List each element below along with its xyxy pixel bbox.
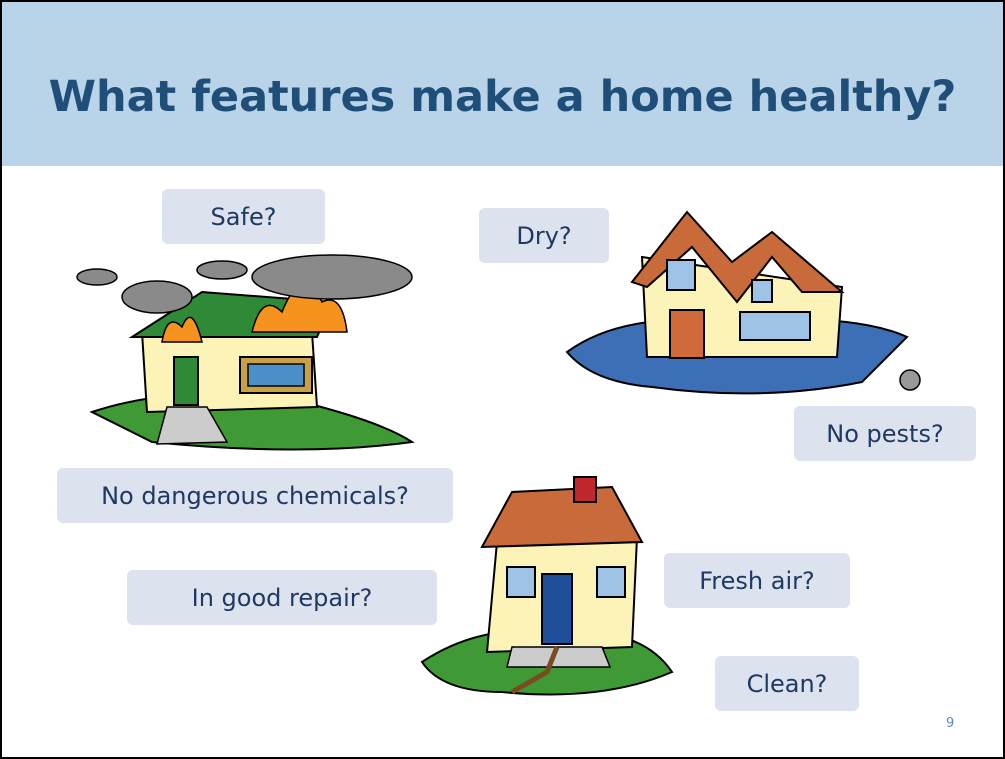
label-box: Dry? — [479, 208, 609, 263]
label-box: Safe? — [162, 189, 325, 244]
burning-house — [77, 255, 412, 450]
label-box: No pests? — [794, 406, 976, 461]
label-box: Clean? — [715, 656, 859, 711]
label-box: Fresh air? — [664, 553, 850, 608]
illustrations — [2, 2, 1003, 757]
label-box: In good repair? — [127, 570, 437, 625]
slide: What features make a home healthy? — [0, 0, 1005, 759]
page-number: 9 — [946, 716, 954, 731]
label-box: No dangerous chemicals? — [57, 468, 453, 523]
flooded-house — [567, 212, 920, 393]
broken-house — [422, 477, 672, 695]
